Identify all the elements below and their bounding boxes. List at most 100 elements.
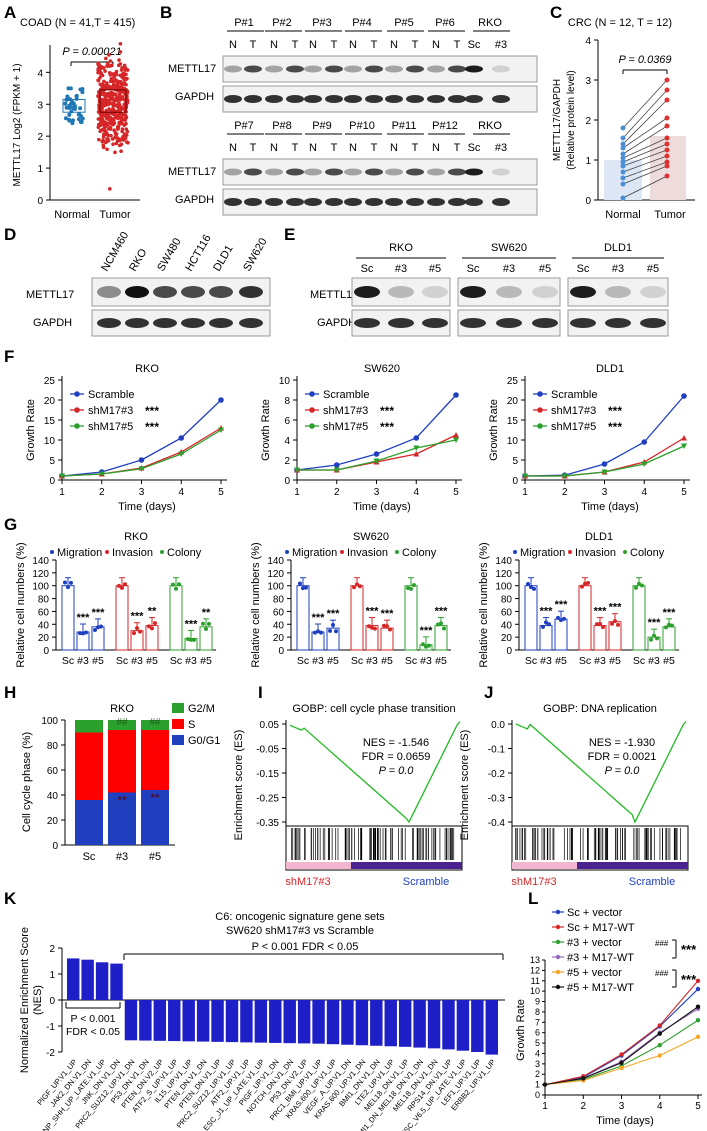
panelG-xlabel: #5 [92, 655, 104, 667]
panelA-point-normal [79, 119, 84, 124]
panelA-point-tumor [104, 108, 109, 113]
panelC-point-tumor [664, 163, 670, 169]
panelE-band [532, 286, 558, 298]
panelC-pair-line [622, 117, 668, 149]
panelG-point [424, 644, 428, 649]
panelF-point [333, 462, 340, 468]
panelE-band [422, 286, 448, 298]
panelF-point [138, 466, 145, 472]
panelA-point-tumor [111, 122, 115, 127]
panelG-point [81, 631, 85, 636]
panelA-point-tumor [119, 97, 123, 101]
panelF-legend-label: shM17#3 [88, 405, 133, 417]
panelB-band [244, 65, 262, 73]
panelG-xlabel: #5 [146, 655, 158, 667]
panelC-point-normal [620, 155, 626, 161]
panelA-point-tumor [124, 77, 128, 82]
panelG-point [174, 586, 178, 591]
panelG-point [370, 625, 374, 630]
panelB-header: P#6 [435, 17, 455, 29]
panelE-lane-label: #5 [647, 263, 659, 275]
panelE-band [496, 286, 522, 298]
panelG-point [304, 585, 308, 590]
panelG-point [316, 629, 320, 634]
panelC-pair-line [622, 175, 668, 199]
panelD-lane-label: HCT116 [183, 233, 213, 274]
panelB-header: P#3 [312, 17, 332, 29]
panelA-point-tumor [101, 122, 106, 126]
panelD-row-label: GAPDH [33, 317, 72, 329]
panelG-point [616, 622, 620, 627]
panelG-point [93, 628, 97, 633]
panelG-ytick: 0 [43, 646, 49, 657]
panelA-point-tumor [117, 120, 122, 125]
panelF-xtick: 1 [294, 487, 300, 498]
panelA-point-tumor [115, 139, 120, 143]
panelA-point-tumor [112, 128, 116, 132]
panelI-ytick: -0.35 [256, 818, 279, 829]
panelF-ytick: 20 [44, 396, 56, 407]
panelK-bar [110, 963, 123, 1000]
panelB-band [325, 95, 343, 103]
panelF-ytick: 15 [44, 416, 56, 427]
panelD-band [153, 286, 177, 298]
panelA-point-tumor [106, 115, 111, 120]
panelE-band [640, 286, 666, 298]
panelG-ytick: 120 [32, 569, 49, 580]
panelE-row-label: GAPDH [317, 317, 356, 329]
panelH-title: RKO [110, 703, 134, 715]
panelL-legend-label: #3 + M17-WT [567, 952, 634, 964]
panelA-point-tumor [117, 92, 122, 97]
panelB-row-label: GAPDH [175, 91, 214, 103]
panelD-band [239, 286, 263, 298]
panelF-sig: *** [608, 420, 622, 434]
panelG-bar [593, 625, 607, 651]
panelB-band [286, 168, 304, 176]
panelB-band [448, 198, 466, 206]
panelC-pair-line [622, 137, 668, 159]
panelB-band [244, 95, 262, 103]
panelH-ylabel: Cell cycle phase (%) [21, 732, 33, 832]
panelE-cell-label: SW620 [491, 242, 527, 254]
panelB-band [365, 95, 383, 103]
panelA-point-tumor [118, 41, 123, 46]
panelG-bar [554, 618, 568, 651]
panelH-ytick: 20 [47, 816, 59, 827]
panelF-ytick: 10 [44, 436, 56, 447]
panelG-ytick: 100 [495, 582, 512, 593]
panelH-bar-s [75, 732, 103, 800]
panelB-band [265, 168, 283, 176]
panelG-point [610, 621, 614, 626]
panelE-lane-label: Sc [361, 263, 374, 275]
panelC-point-normal [620, 163, 626, 169]
panelE-row-label: METTL17 [310, 289, 358, 301]
panelF-ytick: 5 [512, 456, 518, 467]
panelA-ylabel: METTL17 Log2 (FPKM + 1) [12, 63, 23, 186]
panelB-lane-label: T [331, 39, 338, 51]
panelG-point [412, 583, 416, 588]
panelK-ytick: -2 [46, 1048, 55, 1059]
panelD-band [239, 318, 263, 328]
panelF-point [601, 461, 608, 467]
panelG-xlabel: #5 [200, 655, 212, 667]
panelL-point [695, 1018, 701, 1023]
panelA-point-tumor [108, 187, 112, 191]
panelA-box-tumor [99, 89, 127, 113]
panelH-legend-swatch [172, 735, 184, 745]
panelG-sig: *** [185, 618, 199, 630]
panelG-legend-marker [623, 550, 627, 554]
panelA-point-tumor [122, 112, 126, 117]
panelC-ytick: 1 [585, 156, 591, 167]
panelL-ytick: 0 [535, 1090, 540, 1100]
panelB-band [244, 168, 262, 176]
panelG-point [120, 585, 124, 590]
panelG-xlabel: #3 [131, 655, 143, 667]
panelA-point-tumor [103, 69, 107, 73]
panelA-point-normal [70, 99, 75, 104]
panelB-band [492, 198, 510, 206]
panelG-point [153, 621, 157, 626]
panelF-point [413, 451, 420, 457]
panelC-point-tumor [664, 141, 670, 147]
panelE-band [388, 286, 414, 298]
